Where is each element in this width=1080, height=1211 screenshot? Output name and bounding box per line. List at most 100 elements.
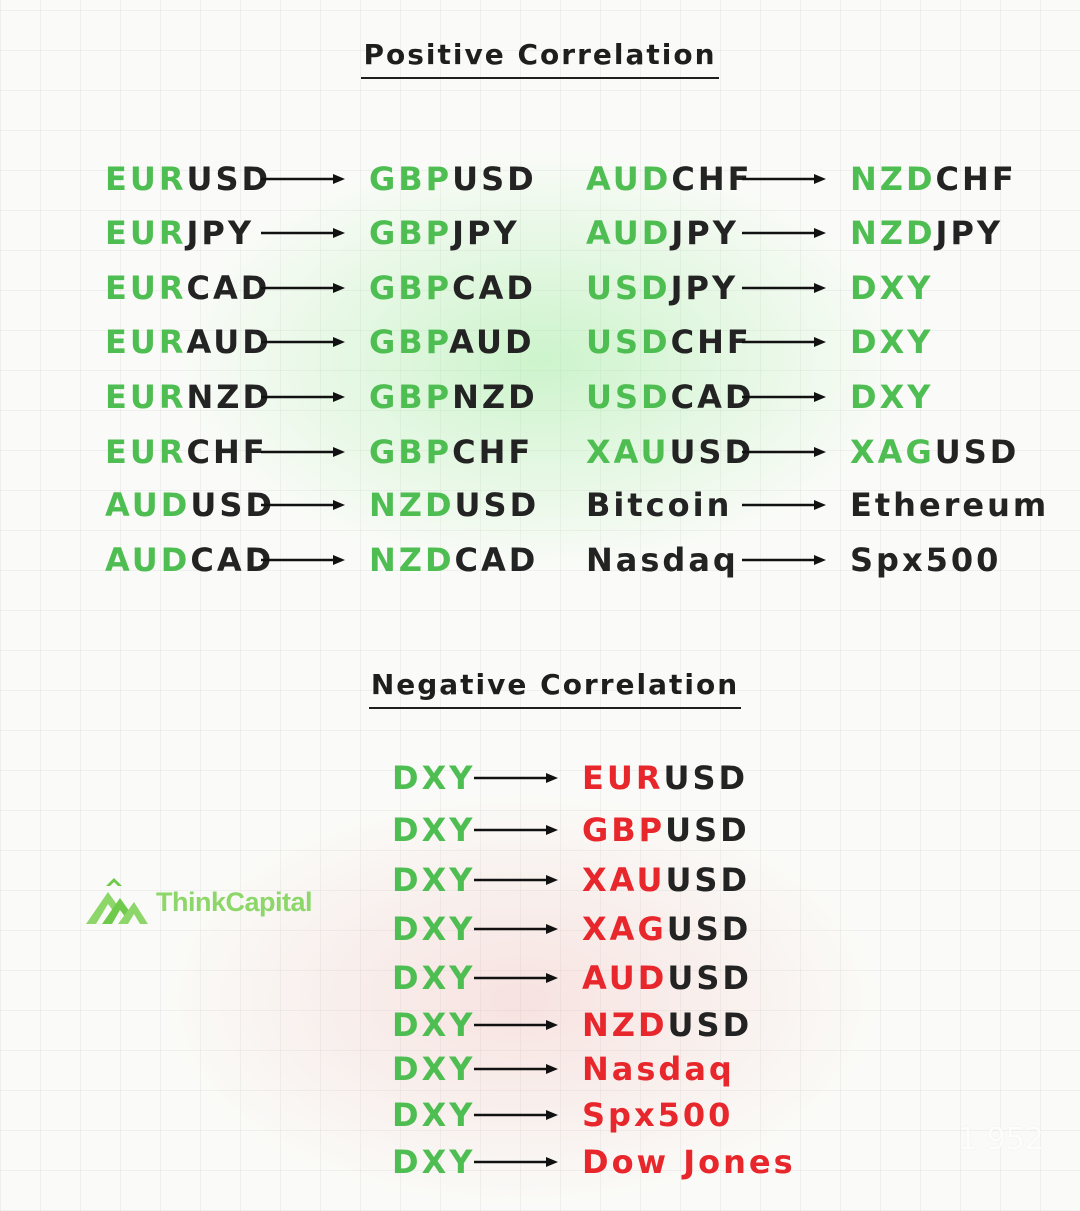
pair-to: GBPNZD (369, 381, 538, 413)
pair-to-segment: EUR (582, 759, 664, 797)
pair-to: GBPCHF (369, 436, 533, 468)
pair-to: NZDUSD (369, 489, 539, 521)
pair-from: EURAUD (105, 323, 269, 361)
pair-from-segment: DXY (392, 1006, 476, 1044)
pair-from-segment: EUR (105, 269, 187, 307)
pair-to: GBPAUD (369, 326, 535, 358)
correlation-row: DXY Dow Jones (392, 1146, 796, 1178)
pair-from-segment: Bitcoin (586, 486, 733, 524)
mountain-logo-icon (86, 878, 148, 924)
pair-to: AUDUSD (582, 962, 752, 994)
arrow-right-icon (261, 227, 345, 239)
pair-from-segment: EUR (105, 214, 187, 252)
pair-from-segment: EUR (105, 433, 187, 471)
pair-from: DXY (392, 814, 472, 846)
pair-to-segment: Dow Jones (582, 1143, 796, 1181)
pair-from-segment: USD (190, 486, 275, 524)
arrow-right-icon (261, 391, 345, 403)
pair-to: NZDCAD (369, 544, 538, 576)
positive-correlation-title: Positive Correlation (0, 38, 1080, 79)
pair-to: DXY (850, 381, 933, 413)
pair-from: AUDJPY (586, 217, 736, 249)
arrow-right-icon (261, 554, 345, 566)
pair-from-segment: CHF (671, 160, 753, 198)
pair-to-segment: CAD (454, 541, 539, 579)
arrow-right-icon (742, 282, 826, 294)
correlation-row: EURNZD GBPNZD (105, 381, 538, 413)
pair-from-segment: DXY (392, 1143, 476, 1181)
pair-to-segment: USD (666, 910, 752, 948)
correlation-row: AUDUSD NZDUSD (105, 489, 539, 521)
pair-from-segment: AUD (186, 323, 272, 361)
arrow-right-icon (474, 1109, 558, 1121)
view-count-watermark: 1 952 (958, 1122, 1044, 1157)
arrow-right-icon (742, 336, 826, 348)
pair-from-segment: EUR (105, 323, 187, 361)
pair-from: AUDCAD (105, 544, 271, 576)
pair-to-segment: USD (665, 811, 750, 849)
pair-from: USDCHF (586, 326, 749, 358)
pair-from: DXY (392, 1053, 472, 1085)
pair-to: EURUSD (582, 762, 748, 794)
pair-to-segment: GBP (369, 433, 453, 471)
arrow-right-icon (261, 336, 345, 348)
pair-to: DXY (850, 326, 933, 358)
arrow-right-icon (742, 499, 826, 511)
pair-from-segment: AUD (105, 486, 191, 524)
pair-to: XAGUSD (850, 436, 1019, 468)
correlation-row: DXY EURUSD (392, 762, 748, 794)
pair-from: EURUSD (105, 163, 268, 195)
pair-to-segment: CHF (452, 433, 534, 471)
pair-to-segment: Ethereum (850, 486, 1050, 524)
pair-to-segment: JPY (935, 214, 1004, 252)
pair-from: Bitcoin (586, 489, 732, 521)
pair-to-segment: USD (667, 1006, 753, 1044)
correlation-row: Nasdaq Spx500 (586, 544, 1001, 576)
pair-to-segment: NZD (850, 160, 936, 198)
pair-to-segment: NZD (369, 541, 455, 579)
think-capital-logo: ThinkCapital (84, 878, 313, 926)
pair-to-segment: Nasdaq (582, 1050, 735, 1088)
pair-from-segment: CAD (186, 269, 271, 307)
pair-from-segment: DXY (392, 1050, 476, 1088)
negative-correlation-title: Negative Correlation (0, 668, 1080, 709)
arrow-right-icon (474, 1063, 558, 1075)
pair-to-segment: GBP (582, 811, 666, 849)
pair-from: DXY (392, 1009, 472, 1041)
pair-to-segment: GBP (369, 378, 453, 416)
pair-from-segment: JPY (186, 214, 255, 252)
pair-from-segment: USD (186, 160, 272, 198)
pair-to: GBPJPY (369, 217, 520, 249)
pair-to: XAGUSD (582, 913, 751, 945)
pair-to-segment: Spx500 (850, 541, 1002, 579)
pair-from-segment: JPY (670, 269, 739, 307)
correlation-row: AUDJPY NZDJPY (586, 217, 1003, 249)
pair-from: AUDCHF (586, 163, 749, 195)
pair-from-segment: CAD (190, 541, 275, 579)
pair-from: EURCHF (105, 433, 265, 471)
arrow-right-icon (261, 282, 345, 294)
pair-to: DXY (850, 272, 933, 304)
pair-to-segment: JPY (452, 214, 520, 252)
pair-to-segment: GBP (369, 214, 453, 252)
arrow-right-icon (261, 173, 345, 185)
arrow-right-icon (474, 1019, 558, 1031)
logo-text: ThinkCapital (156, 886, 313, 917)
pair-from: DXY (392, 962, 472, 994)
pair-to: NZDJPY (850, 217, 1003, 249)
correlation-row: DXY XAUUSD (392, 864, 750, 896)
correlation-row: DXY Spx500 (392, 1099, 733, 1131)
pair-to-segment: CHF (935, 160, 1017, 198)
correlation-row: DXY GBPUSD (392, 814, 750, 846)
correlation-row: EURAUD GBPAUD (105, 326, 535, 358)
arrow-right-icon (474, 824, 558, 836)
correlation-row: DXY NZDUSD (392, 1009, 752, 1041)
pair-to-segment: USD (934, 433, 1020, 471)
pair-to-segment: XAG (850, 433, 935, 471)
pair-from: XAUUSD (586, 436, 751, 468)
pair-from: USDCAD (586, 381, 751, 413)
correlation-row: EURCHF GBPCHF (105, 436, 533, 468)
arrow-right-icon (474, 923, 558, 935)
arrow-right-icon (474, 874, 558, 886)
arrow-right-icon (474, 772, 558, 784)
